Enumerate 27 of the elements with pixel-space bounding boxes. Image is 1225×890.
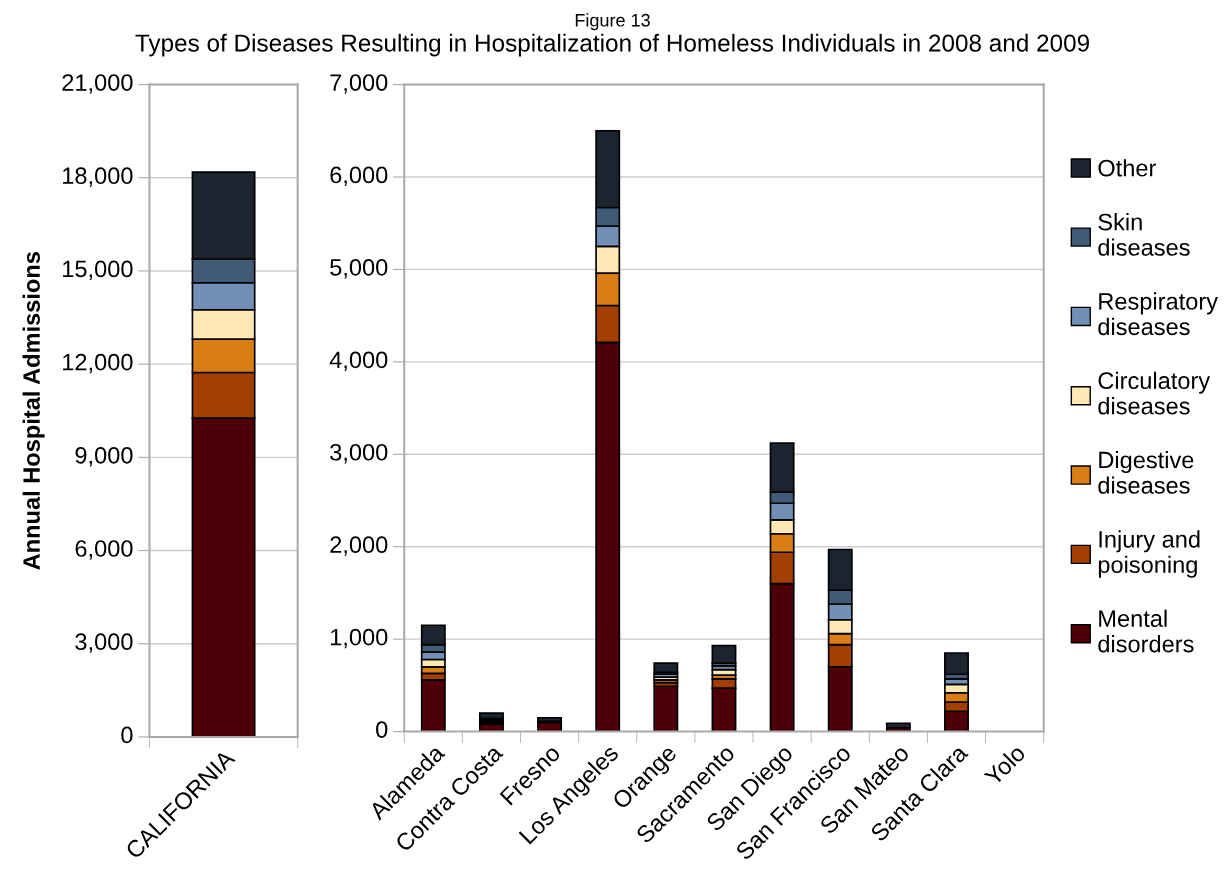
y-tick-label: 18,000 — [63, 167, 133, 187]
y-tick-label: 3,000 — [330, 443, 388, 464]
legend-label: Other — [1098, 159, 1156, 177]
y-tick-label: 3,000 — [75, 633, 133, 653]
legend-label: Respiratory diseases — [1098, 292, 1218, 336]
y-tick-label: 9,000 — [75, 446, 133, 467]
y-tick-label: 5,000 — [330, 259, 388, 279]
y-tick-label: 6,000 — [75, 540, 133, 560]
y-tick-label: 2,000 — [330, 536, 388, 556]
x-tick-label: Yolo — [983, 743, 1027, 787]
legend-label: Digestive diseases — [1098, 451, 1194, 494]
y-tick-label: 12,000 — [63, 353, 133, 374]
y-tick-label: 0 — [376, 721, 388, 738]
legend-label: Skin diseases — [1098, 213, 1190, 256]
y-tick-label: 6,000 — [330, 166, 388, 187]
y-tick-label: 7,000 — [330, 74, 388, 94]
chart-subtitle: Types of Diseases Resulting in Hospitalization of Homeless Individuals in 2008 and 2009 — [135, 33, 1089, 57]
y-tick-label: 4,000 — [329, 351, 388, 371]
y-axis-title: Annual Hospital Admissions — [22, 252, 45, 570]
legend-label: Circulatory diseases — [1098, 371, 1211, 415]
legend-label: Mental disorders — [1098, 609, 1194, 653]
y-tick-label: 1,000 — [331, 628, 388, 649]
y-tick-label: 21,000 — [62, 74, 133, 94]
y-tick-label: 15,000 — [63, 260, 133, 281]
y-tick-label: 0 — [121, 726, 133, 744]
chart-title: Figure 13 — [575, 13, 650, 31]
legend-label: Injury and poisoning — [1098, 530, 1200, 578]
